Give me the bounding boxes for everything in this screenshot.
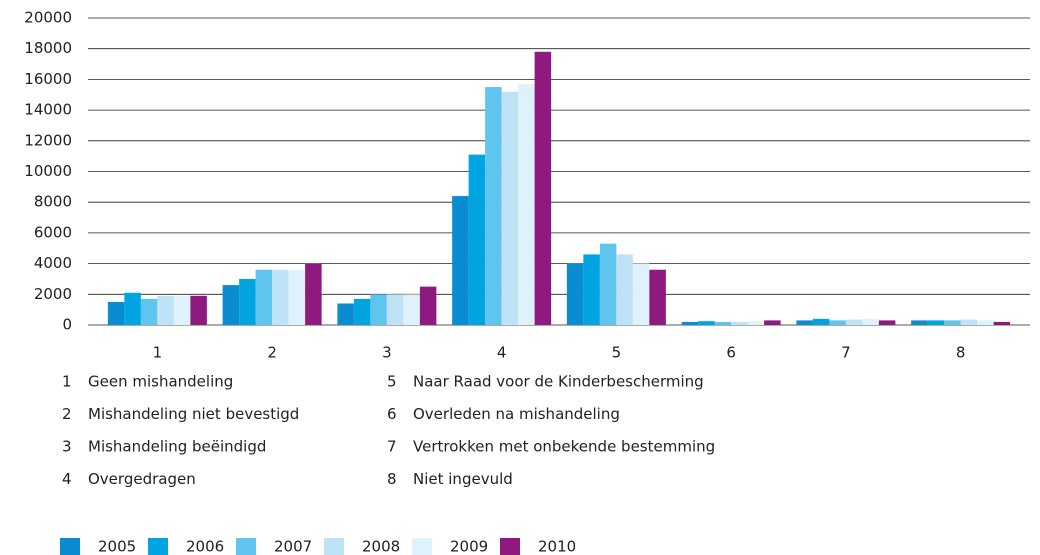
legend-label: 2005 bbox=[98, 538, 136, 555]
bar bbox=[993, 321, 1011, 325]
bar bbox=[944, 320, 961, 325]
bar bbox=[878, 320, 896, 325]
bar bbox=[468, 154, 486, 325]
legend-swatch bbox=[236, 538, 256, 555]
legend-label: 2008 bbox=[362, 538, 400, 555]
key-number: 2 bbox=[62, 405, 72, 423]
bar bbox=[649, 269, 666, 325]
key-number: 7 bbox=[387, 438, 397, 456]
y-tick-label: 18000 bbox=[24, 39, 72, 57]
y-tick-label: 0 bbox=[62, 316, 72, 334]
bar bbox=[173, 295, 191, 325]
bar bbox=[960, 319, 978, 325]
bar bbox=[632, 263, 650, 325]
y-tick-label: 4000 bbox=[34, 254, 72, 272]
bar bbox=[337, 303, 354, 325]
bar bbox=[583, 254, 600, 325]
key-label: Naar Raad voor de Kinderbescherming bbox=[413, 373, 704, 391]
bar bbox=[862, 318, 879, 325]
bar bbox=[698, 321, 715, 325]
bar bbox=[140, 298, 158, 325]
key-label: Geen mishandeling bbox=[88, 373, 233, 391]
key-label: Mishandeling beëindigd bbox=[88, 438, 266, 456]
key-label: Overleden na mishandeling bbox=[413, 405, 620, 423]
legend-swatch bbox=[412, 538, 432, 555]
bar bbox=[255, 269, 273, 325]
bar bbox=[911, 320, 928, 325]
bar bbox=[845, 319, 863, 325]
key-number: 8 bbox=[387, 470, 397, 488]
x-tick-label: 6 bbox=[726, 344, 736, 362]
key-label: Vertrokken met onbekende bestemming bbox=[413, 438, 715, 456]
bar bbox=[124, 292, 141, 325]
key-number: 3 bbox=[62, 438, 72, 456]
bar bbox=[518, 84, 535, 325]
bar bbox=[305, 263, 322, 325]
bar bbox=[386, 294, 404, 325]
x-tick-label: 1 bbox=[153, 344, 163, 362]
y-tick-label: 2000 bbox=[34, 285, 72, 303]
legend-label: 2007 bbox=[274, 538, 312, 555]
bar bbox=[927, 320, 945, 325]
bar bbox=[534, 51, 552, 326]
bar bbox=[353, 298, 371, 325]
x-tick-label: 7 bbox=[841, 344, 851, 362]
bar bbox=[764, 320, 781, 325]
x-tick-label: 5 bbox=[612, 344, 622, 362]
bar bbox=[239, 278, 256, 325]
bar bbox=[829, 320, 846, 325]
bar bbox=[107, 301, 125, 325]
bar bbox=[566, 263, 584, 325]
legend-label: 2010 bbox=[538, 538, 576, 555]
bar bbox=[288, 269, 306, 325]
bar bbox=[714, 321, 732, 325]
x-tick-label: 4 bbox=[497, 344, 507, 362]
key-number: 6 bbox=[387, 405, 397, 423]
bar bbox=[599, 243, 617, 325]
bar bbox=[796, 320, 813, 325]
y-tick-label: 16000 bbox=[24, 70, 72, 88]
y-tick-label: 10000 bbox=[24, 162, 72, 180]
y-tick-label: 20000 bbox=[24, 9, 72, 27]
y-tick-label: 14000 bbox=[24, 101, 72, 119]
bar bbox=[272, 269, 289, 325]
bar bbox=[681, 321, 699, 325]
key-label: Mishandeling niet bevestigd bbox=[88, 405, 299, 423]
bar bbox=[501, 91, 519, 326]
key-label: Niet ingevuld bbox=[413, 470, 513, 488]
bar bbox=[419, 286, 437, 325]
legend-swatch bbox=[324, 538, 344, 555]
bar bbox=[977, 320, 994, 325]
bar bbox=[616, 254, 633, 325]
y-tick-label: 12000 bbox=[24, 131, 72, 149]
bar bbox=[370, 294, 387, 325]
key-number: 1 bbox=[62, 373, 72, 391]
x-tick-label: 8 bbox=[956, 344, 966, 362]
bar bbox=[747, 321, 765, 325]
bar bbox=[485, 87, 502, 325]
bar bbox=[157, 295, 174, 325]
legend-label: 2006 bbox=[186, 538, 224, 555]
key-number: 4 bbox=[62, 470, 72, 488]
bar bbox=[190, 295, 207, 325]
legend-swatch bbox=[500, 538, 520, 555]
legend-swatch bbox=[60, 538, 80, 555]
bar bbox=[403, 294, 420, 325]
key-label: Overgedragen bbox=[88, 470, 196, 488]
bar bbox=[812, 318, 830, 325]
y-tick-label: 6000 bbox=[34, 223, 72, 241]
x-tick-label: 2 bbox=[267, 344, 277, 362]
legend-swatch bbox=[148, 538, 168, 555]
x-tick-label: 3 bbox=[382, 344, 392, 362]
y-tick-label: 8000 bbox=[34, 193, 72, 211]
bar bbox=[731, 321, 748, 325]
bar bbox=[222, 285, 240, 325]
legend-label: 2009 bbox=[450, 538, 488, 555]
key-number: 5 bbox=[387, 373, 397, 391]
bar bbox=[452, 196, 469, 325]
